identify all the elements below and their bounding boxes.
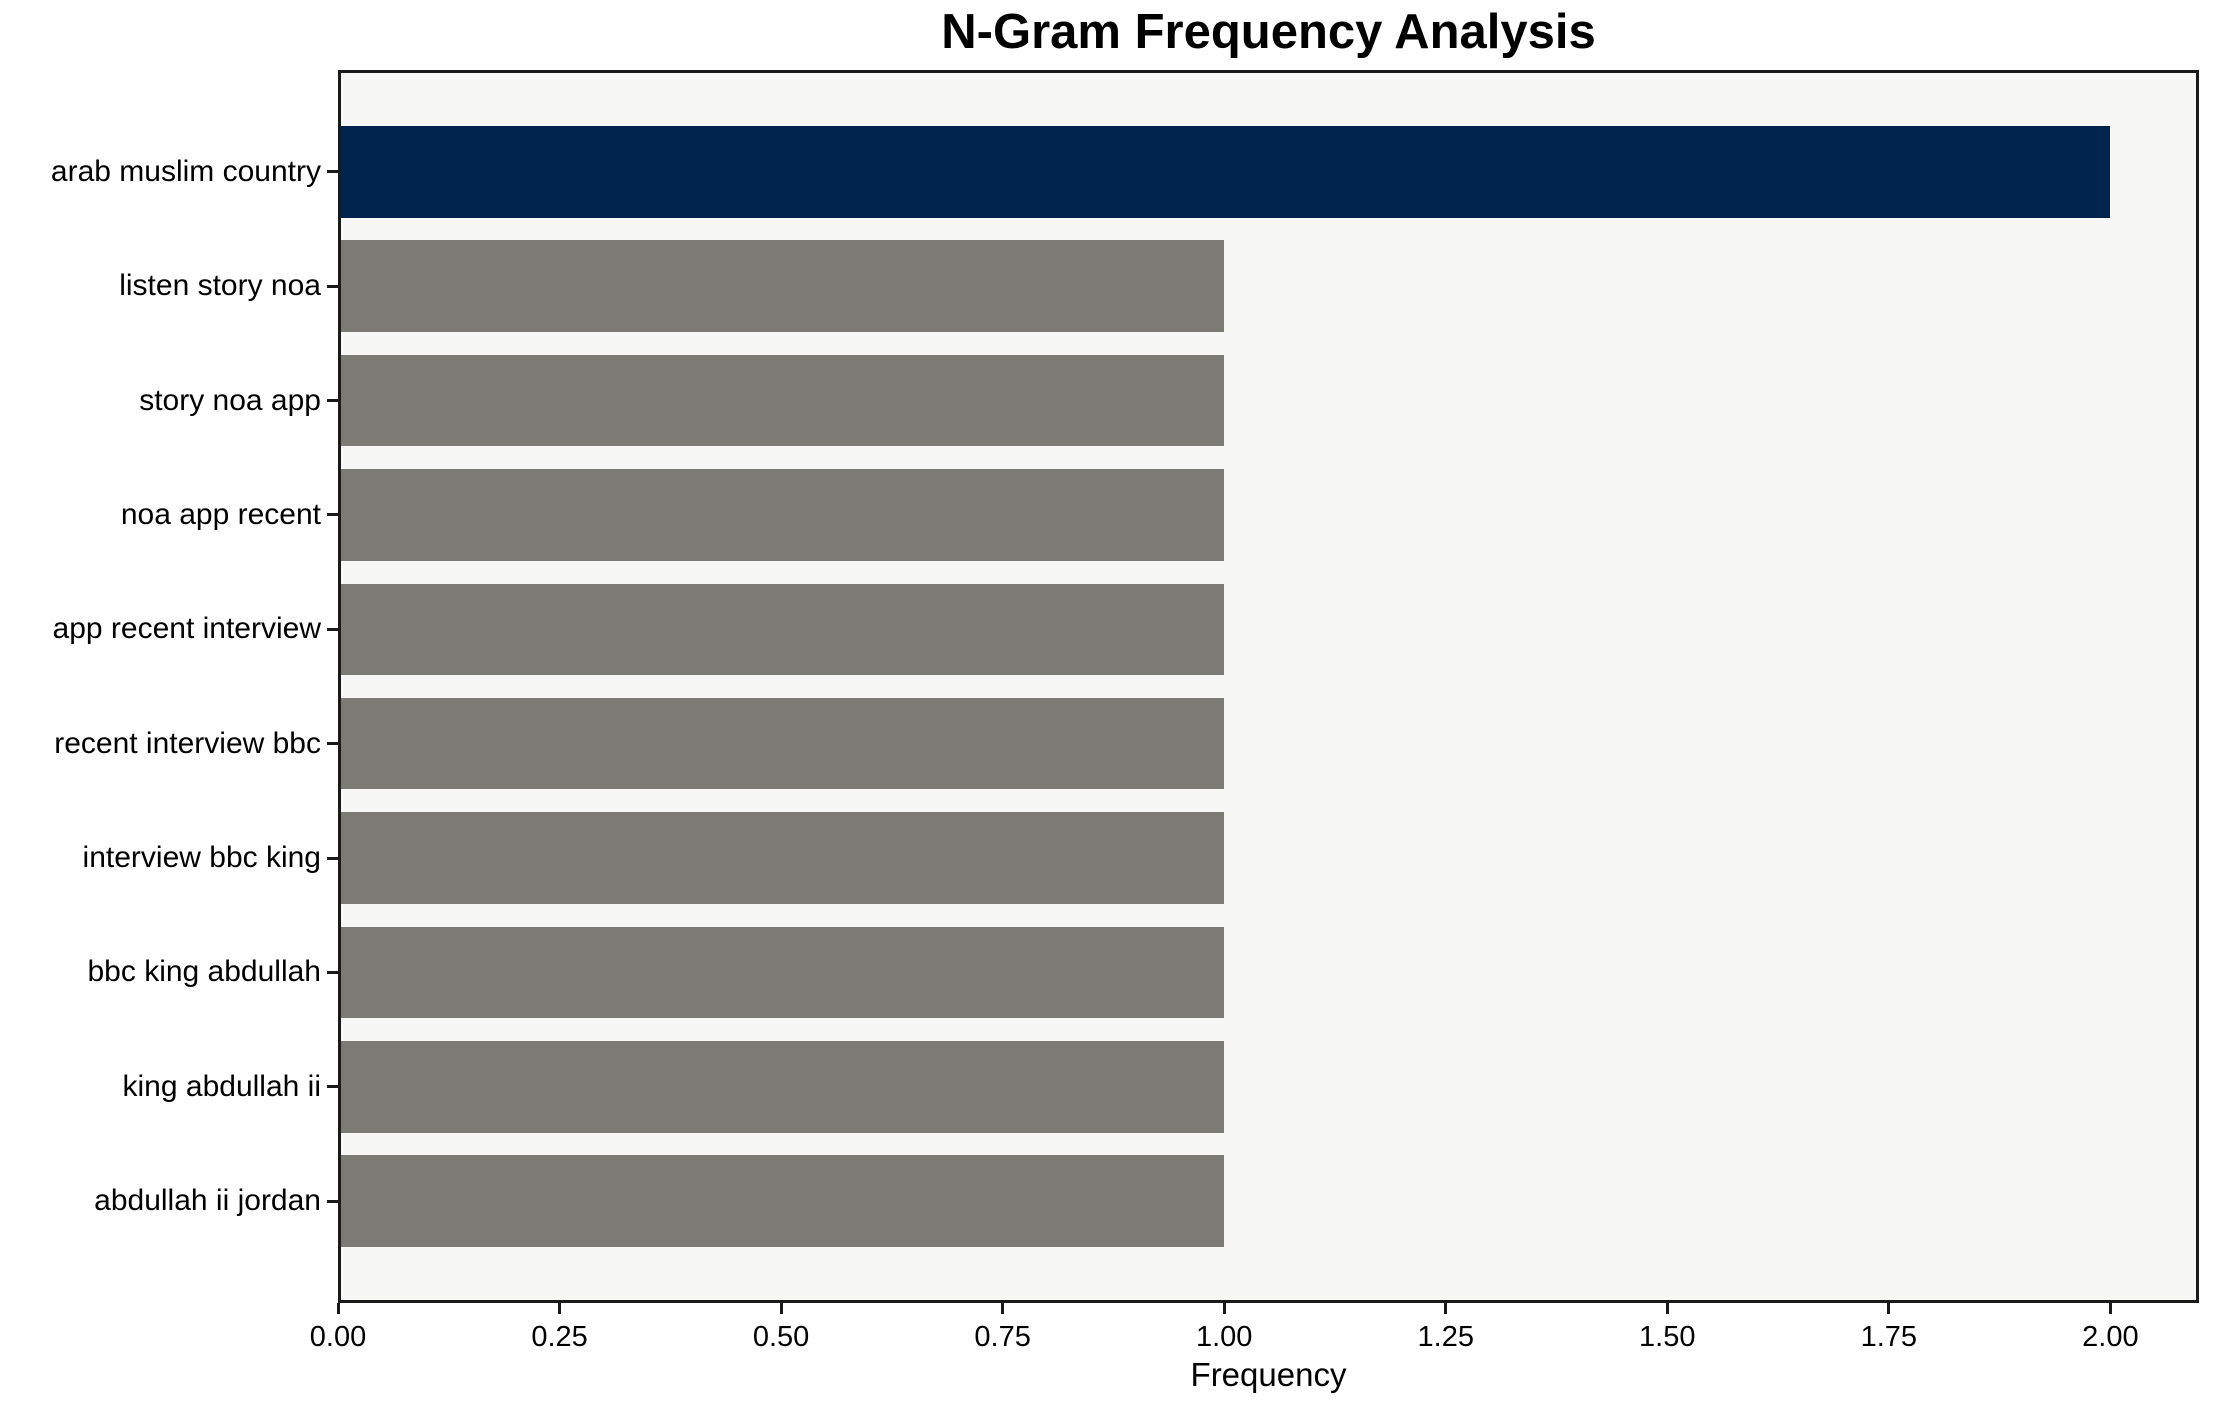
x-tick [1444, 1303, 1448, 1314]
bar-interview-bbc-king [338, 812, 1225, 904]
x-tick-label: 0.50 [752, 1321, 810, 1353]
bar-recent-interview-bbc [338, 697, 1225, 790]
y-tick [327, 170, 338, 174]
x-tick [336, 1303, 340, 1314]
bar-arab-muslim-country [338, 126, 2111, 218]
y-tick [327, 284, 338, 288]
bar-noa-app-recent [338, 469, 1225, 561]
y-tick-label: king abdullah ii [122, 1069, 321, 1103]
x-tick-label: 1.75 [1860, 1321, 1918, 1353]
x-tick [1887, 1303, 1891, 1314]
y-tick [327, 742, 338, 746]
y-tick [327, 627, 338, 631]
x-tick [558, 1303, 562, 1314]
y-tick-label: bbc king abdullah [87, 955, 321, 989]
y-tick [327, 1199, 338, 1203]
y-tick [327, 1085, 338, 1089]
bar-story-noa-app [338, 354, 1225, 447]
bar-abdullah-ii-jordan [338, 1155, 1225, 1247]
y-tick-label: noa app recent [120, 497, 321, 531]
bar-bbc-king-abdullah [338, 926, 1225, 1019]
plot-area [338, 70, 2199, 1303]
x-tick-label: 1.50 [1639, 1321, 1696, 1353]
y-tick [327, 970, 338, 974]
y-tick [327, 399, 338, 403]
x-tick [779, 1303, 783, 1314]
chart-title: N-Gram Frequency Analysis [941, 5, 1596, 59]
y-tick-label: interview bbc king [82, 841, 321, 875]
x-tick [1222, 1303, 1226, 1314]
y-tick-label: listen story noa [119, 269, 321, 303]
x-tick-label: 0.75 [974, 1321, 1031, 1353]
x-tick-label: 0.25 [531, 1321, 588, 1353]
bar-listen-story-noa [338, 240, 1225, 332]
x-tick-label: 1.00 [1195, 1321, 1253, 1353]
x-tick [1001, 1303, 1005, 1314]
y-tick-label: recent interview bbc [54, 726, 321, 760]
y-tick-label: story noa app [139, 383, 321, 417]
bar-app-recent-interview [338, 583, 1225, 676]
y-tick-label: abdullah ii jordan [94, 1184, 321, 1218]
x-tick-label: 2.00 [2082, 1321, 2139, 1353]
x-axis-label: Frequency [1190, 1356, 1347, 1393]
y-tick [327, 856, 338, 860]
x-tick [1665, 1303, 1669, 1314]
y-tick-label: app recent interview [52, 612, 321, 646]
bar-king-abdullah-ii [338, 1041, 1225, 1133]
x-tick-label: 0.00 [309, 1321, 367, 1353]
x-tick-label: 1.25 [1417, 1321, 1474, 1353]
x-tick [2108, 1303, 2112, 1314]
y-tick [327, 513, 338, 517]
y-tick-label: arab muslim country [50, 154, 321, 188]
